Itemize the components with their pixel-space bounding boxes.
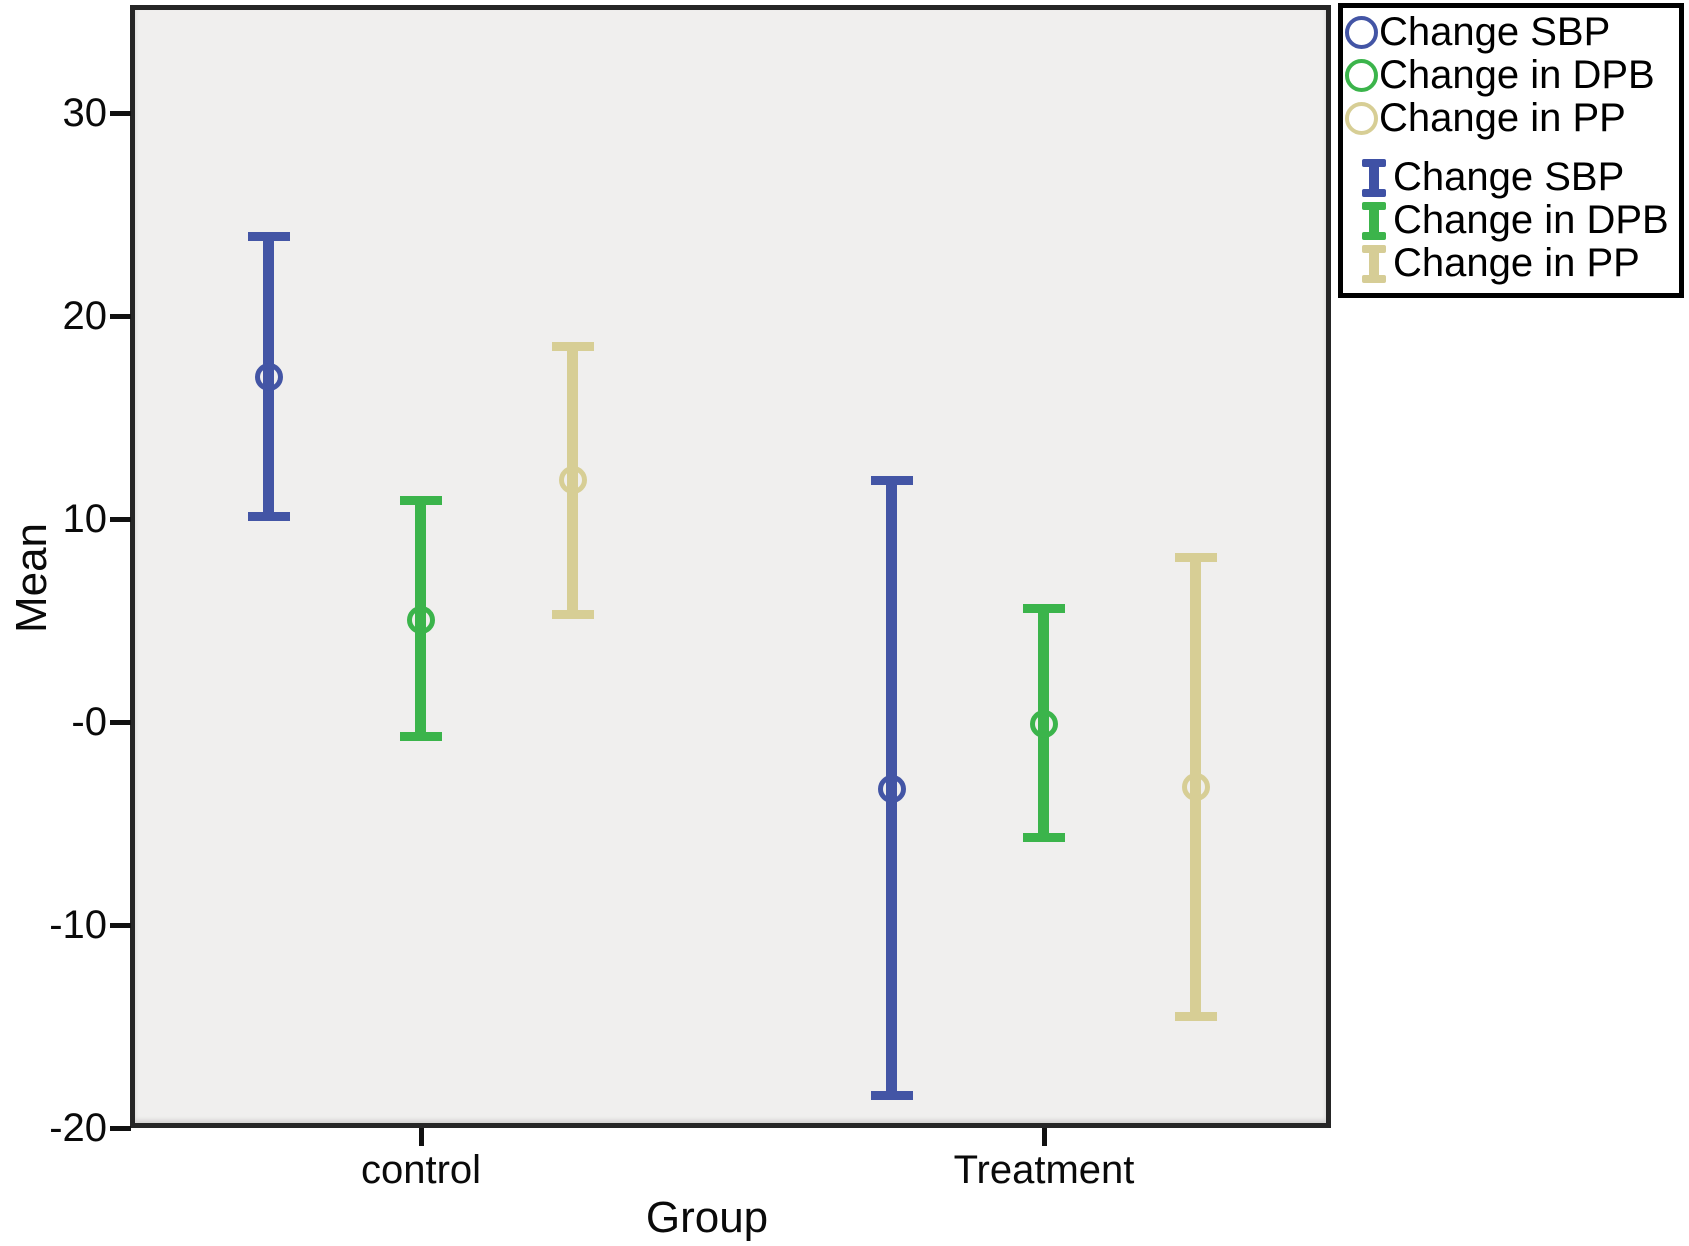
legend-errorbar-icon xyxy=(1362,201,1386,240)
legend-circle-icon xyxy=(1345,102,1378,135)
mean-marker xyxy=(1182,772,1210,801)
y-tick-label: -10 xyxy=(49,903,107,947)
y-tick-mark xyxy=(110,314,131,319)
y-tick-label: 20 xyxy=(62,294,108,338)
legend-circle-icon xyxy=(1345,16,1378,49)
legend-item-label: Change in PP xyxy=(1393,241,1640,285)
error-bar-change-in-dpb-control xyxy=(400,496,442,741)
mean-marker xyxy=(559,466,587,495)
legend-item: Change SBP xyxy=(1345,156,1679,199)
legend-box: Change SBP Change in DPB Change in PP Chang… xyxy=(1338,3,1684,298)
x-tick-mark xyxy=(1042,1128,1047,1146)
ibeam-stem xyxy=(1369,204,1379,237)
y-tick-mark xyxy=(110,1126,131,1131)
x-category-label: Treatment xyxy=(953,1148,1135,1192)
mean-marker xyxy=(1030,710,1058,739)
x-tick-mark xyxy=(419,1128,424,1146)
mean-marker xyxy=(878,774,906,803)
y-tick-label: 10 xyxy=(62,497,108,541)
error-bar-change-in-pp-treatment xyxy=(1175,553,1217,1021)
legend-errorbar-icon xyxy=(1362,244,1386,283)
error-bar-change-in-dpb-treatment xyxy=(1023,603,1065,843)
y-tick-label: -20 xyxy=(49,1106,107,1150)
legend-item: Change in DPB xyxy=(1345,199,1679,242)
mean-marker xyxy=(407,606,435,635)
legend-item: Change SBP xyxy=(1345,11,1679,54)
legend-item: Change in PP xyxy=(1345,97,1679,140)
error-bar-change-in-pp-control xyxy=(552,341,594,619)
ibeam-stem xyxy=(1369,247,1379,280)
legend-item-label: Change in PP xyxy=(1379,96,1626,140)
x-axis-title: Group xyxy=(645,1193,769,1242)
y-tick-label: -0 xyxy=(71,700,107,744)
legend-item: Change in DPB xyxy=(1345,54,1679,97)
legend-item-label: Change in DPB xyxy=(1379,53,1655,97)
x-category-label: control xyxy=(360,1148,482,1192)
y-tick-label: 30 xyxy=(62,91,108,135)
y-tick-mark xyxy=(110,923,131,928)
y-axis-title: Mean xyxy=(7,522,56,634)
plot-area xyxy=(130,5,1331,1128)
error-bar-change-sbp-treatment xyxy=(871,475,913,1100)
legend-errorbar-icon xyxy=(1362,158,1386,197)
legend-item-label: Change SBP xyxy=(1393,155,1625,199)
y-tick-mark xyxy=(110,720,131,725)
legend-item-label: Change in DPB xyxy=(1393,198,1669,242)
legend-item-label: Change SBP xyxy=(1379,10,1611,54)
y-tick-mark xyxy=(110,111,131,116)
y-tick-mark xyxy=(110,517,131,522)
legend-circle-icon xyxy=(1345,59,1378,92)
ibeam-stem xyxy=(1369,161,1379,194)
error-bar-change-sbp-control xyxy=(248,232,290,522)
mean-marker xyxy=(255,362,283,391)
legend-section-gap xyxy=(1345,140,1679,156)
legend-item: Change in PP xyxy=(1345,242,1679,285)
